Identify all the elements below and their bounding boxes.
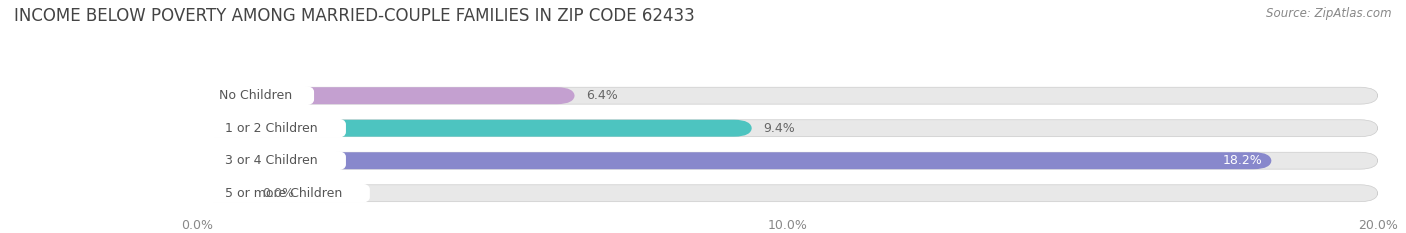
FancyBboxPatch shape	[197, 152, 1271, 169]
FancyBboxPatch shape	[197, 185, 245, 202]
FancyBboxPatch shape	[197, 118, 346, 138]
Text: No Children: No Children	[219, 89, 292, 102]
Text: 18.2%: 18.2%	[1223, 154, 1263, 167]
Text: Source: ZipAtlas.com: Source: ZipAtlas.com	[1267, 7, 1392, 20]
Text: 9.4%: 9.4%	[763, 122, 796, 135]
Text: 6.4%: 6.4%	[586, 89, 619, 102]
FancyBboxPatch shape	[197, 185, 1378, 202]
FancyBboxPatch shape	[197, 120, 752, 137]
FancyBboxPatch shape	[197, 151, 346, 171]
FancyBboxPatch shape	[197, 152, 1378, 169]
FancyBboxPatch shape	[197, 86, 314, 106]
FancyBboxPatch shape	[197, 183, 370, 203]
FancyBboxPatch shape	[197, 87, 1378, 104]
Text: 5 or more Children: 5 or more Children	[225, 187, 342, 200]
Text: 0.0%: 0.0%	[262, 187, 294, 200]
Text: 1 or 2 Children: 1 or 2 Children	[225, 122, 318, 135]
FancyBboxPatch shape	[197, 120, 1378, 137]
Text: INCOME BELOW POVERTY AMONG MARRIED-COUPLE FAMILIES IN ZIP CODE 62433: INCOME BELOW POVERTY AMONG MARRIED-COUPL…	[14, 7, 695, 25]
Text: 3 or 4 Children: 3 or 4 Children	[225, 154, 318, 167]
FancyBboxPatch shape	[197, 87, 575, 104]
